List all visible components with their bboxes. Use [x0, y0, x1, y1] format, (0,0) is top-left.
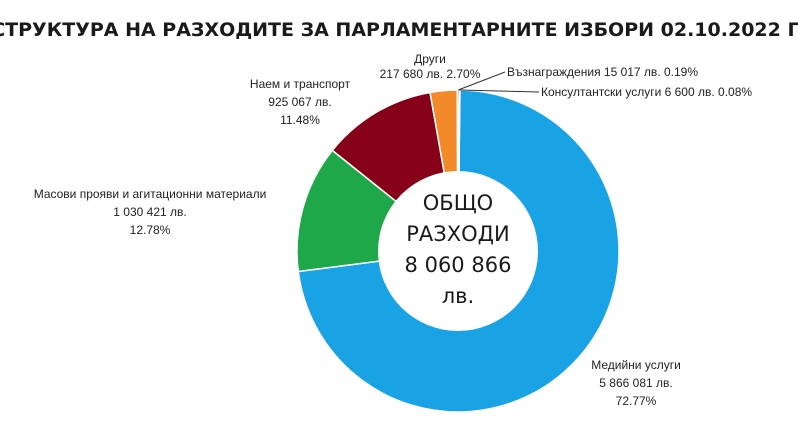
slice-label-line: Възнаграждения 15 017 лв. 0.19% [507, 65, 698, 79]
center-total-line: лв. [442, 284, 474, 308]
slice-label-4: Възнаграждения 15 017 лв. 0.19% [507, 65, 698, 79]
slice-label-3: Други 217 680 лв. 2.70% [380, 52, 481, 81]
slice-label-line: 12.78% [130, 223, 171, 237]
chart-title: СТРУКТУРА НА РАЗХОДИТЕ ЗА ПАРЛАМЕНТАРНИТ… [0, 19, 798, 41]
center-total-line: 8 060 866 [405, 253, 512, 277]
center-total: ОБЩО РАЗХОДИ 8 060 866 лв. [405, 191, 512, 308]
slice-label-line: Наем и транспорт [250, 77, 351, 91]
leader-line-4 [458, 71, 506, 91]
slice-label-line: Консултантски услуги 6 600 лв. 0.08% [541, 85, 752, 99]
slice-label-line: Медийни услуги [591, 358, 681, 372]
slice-label-line: Други [414, 52, 446, 66]
slice-label-line: Масови прояви и агитационни материали [34, 187, 267, 201]
center-total-line: ОБЩО [423, 191, 493, 215]
center-total-line: РАЗХОДИ [406, 222, 510, 246]
slice-label-2: Наем и транспорт 925 067 лв. 11.48% [250, 77, 351, 127]
slice-label-line: 217 680 лв. 2.70% [380, 67, 481, 81]
slice-label-1: Масови прояви и агитационни материали 1 0… [34, 187, 267, 237]
leader-lines [458, 71, 540, 93]
slice-label-5: Консултантски услуги 6 600 лв. 0.08% [541, 85, 752, 99]
slice-label-0: Медийни услуги 5 866 081 лв. 72.77% [591, 358, 681, 408]
slice-labels: Медийни услуги 5 866 081 лв. 72.77% Масови … [34, 52, 753, 408]
slice-label-line: 72.77% [616, 394, 657, 408]
leader-line-5 [459, 89, 540, 93]
slice-label-line: 5 866 081 лв. [599, 376, 672, 390]
slice-label-line: 11.48% [280, 113, 320, 127]
donut-hole [378, 171, 538, 331]
slice-label-line: 925 067 лв. [268, 95, 331, 109]
slice-label-line: 1 030 421 лв. [113, 205, 186, 219]
